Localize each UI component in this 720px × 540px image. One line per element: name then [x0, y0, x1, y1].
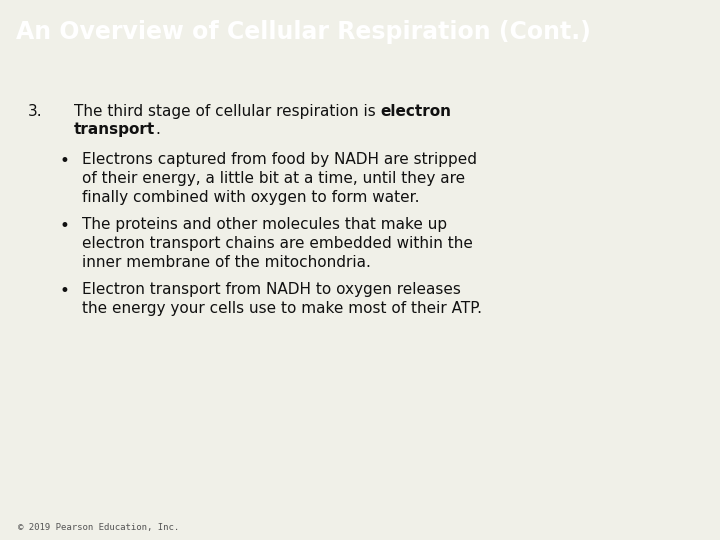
Text: .: .: [156, 122, 160, 137]
Text: •: •: [60, 282, 70, 300]
Text: •: •: [60, 217, 70, 235]
Text: electron: electron: [381, 104, 451, 119]
Text: •: •: [60, 152, 70, 170]
Text: The third stage of cellular respiration is: The third stage of cellular respiration …: [74, 104, 381, 119]
Text: An Overview of Cellular Respiration (Cont.): An Overview of Cellular Respiration (Con…: [16, 20, 590, 44]
Text: Electron transport from NADH to oxygen releases
the energy your cells use to mak: Electron transport from NADH to oxygen r…: [82, 282, 482, 316]
Text: The proteins and other molecules that make up
electron transport chains are embe: The proteins and other molecules that ma…: [82, 217, 473, 270]
Text: Electrons captured from food by NADH are stripped
of their energy, a little bit : Electrons captured from food by NADH are…: [82, 152, 477, 205]
Text: transport: transport: [74, 122, 156, 137]
Text: © 2019 Pearson Education, Inc.: © 2019 Pearson Education, Inc.: [18, 523, 179, 532]
Text: 3.: 3.: [28, 104, 42, 119]
